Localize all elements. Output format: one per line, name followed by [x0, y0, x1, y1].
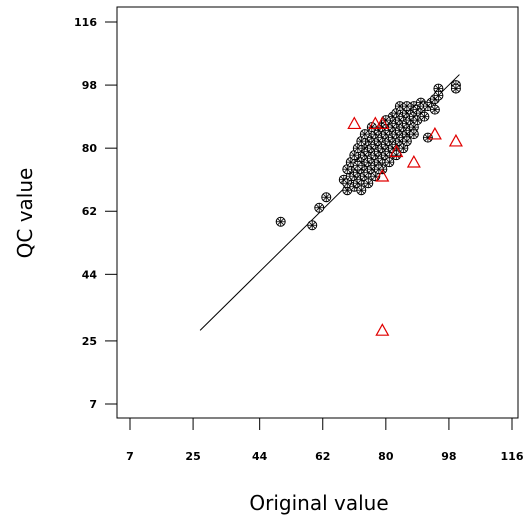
data-point — [384, 157, 395, 168]
data-point-stroke — [343, 186, 351, 194]
data-point-stroke — [392, 151, 400, 159]
plot-area — [116, 6, 519, 419]
data-points — [275, 80, 463, 336]
data-point-stroke — [361, 130, 369, 138]
data-point — [373, 164, 384, 175]
y-tick-label: 80 — [82, 142, 98, 155]
data-point-stroke — [413, 116, 421, 124]
data-point-stroke — [350, 151, 358, 159]
data-point — [307, 220, 318, 231]
data-point-stroke — [382, 116, 390, 124]
data-point-stroke — [410, 130, 418, 138]
outlier-triangle — [375, 323, 390, 336]
data-point-stroke — [322, 193, 330, 201]
data-point-stroke — [399, 144, 407, 152]
y-tick-label: 25 — [82, 335, 97, 348]
data-point — [314, 202, 325, 213]
data-point-stroke — [347, 158, 355, 166]
data-point — [408, 129, 419, 140]
data-point-stroke — [308, 221, 316, 229]
data-point-stroke — [368, 123, 376, 131]
data-point-stroke — [434, 85, 442, 93]
x-tick-label: 7 — [126, 450, 134, 463]
outlier-triangle — [389, 144, 404, 158]
data-point-stroke — [396, 102, 404, 110]
data-point — [352, 160, 363, 171]
plot-frame — [116, 6, 519, 419]
y-axis: 7 25 44 62 80 98 116 — [74, 16, 117, 411]
data-point-stroke — [420, 113, 428, 121]
outlier-triangle — [448, 133, 463, 147]
data-point — [359, 129, 370, 140]
data-point — [356, 185, 367, 196]
x-axis: 7 25 44 62 80 98 116 — [126, 418, 524, 463]
data-point — [391, 150, 402, 161]
y-tick-label: 116 — [74, 16, 97, 29]
outlier-triangle — [427, 126, 442, 140]
data-point-stroke — [424, 134, 432, 142]
outlier-triangle — [368, 116, 383, 130]
data-point-stroke — [354, 162, 362, 170]
data-point-stroke — [403, 137, 411, 145]
data-point — [321, 192, 332, 203]
data-point-stroke — [392, 109, 400, 117]
data-point-stroke — [357, 137, 365, 145]
data-point-stroke — [403, 102, 411, 110]
data-point-stroke — [354, 144, 362, 152]
data-point-stroke — [410, 123, 418, 131]
data-point-stroke — [431, 106, 439, 114]
y-tick-label: 98 — [82, 79, 97, 92]
x-tick-label: 80 — [378, 450, 394, 463]
data-point — [429, 104, 440, 115]
data-point-stroke — [364, 179, 372, 187]
data-point — [422, 132, 433, 143]
x-tick-label: 44 — [252, 450, 268, 463]
x-tick-label: 62 — [315, 450, 330, 463]
data-point-stroke — [371, 172, 379, 180]
data-point — [450, 83, 461, 94]
y-tick-label: 7 — [89, 398, 97, 411]
data-point — [433, 90, 444, 101]
data-point-stroke — [385, 158, 393, 166]
outlier-triangle — [375, 168, 390, 182]
data-point — [419, 111, 430, 122]
data-point-stroke — [452, 85, 460, 93]
data-point-stroke — [343, 179, 351, 187]
x-tick-label: 98 — [441, 450, 456, 463]
data-point — [275, 216, 286, 227]
x-tick-label: 116 — [501, 450, 524, 463]
data-point-stroke — [315, 204, 323, 212]
data-point — [394, 101, 405, 112]
y-tick-label: 44 — [82, 268, 98, 281]
y-tick-label: 62 — [82, 205, 97, 218]
data-point-stroke — [343, 165, 351, 173]
data-point — [401, 136, 412, 147]
outlier-triangle — [347, 116, 362, 130]
x-axis-title: Original value — [249, 491, 388, 515]
data-point — [366, 122, 377, 133]
data-point-stroke — [375, 165, 383, 173]
y-axis-title: QC value — [13, 168, 37, 259]
data-point-stroke — [277, 218, 285, 226]
data-point — [363, 178, 374, 189]
outlier-triangle — [406, 154, 421, 168]
x-tick-label: 25 — [185, 450, 200, 463]
data-point-stroke — [357, 186, 365, 194]
data-point — [401, 101, 412, 112]
data-point-stroke — [434, 92, 442, 100]
outlier-triangle — [375, 116, 390, 130]
